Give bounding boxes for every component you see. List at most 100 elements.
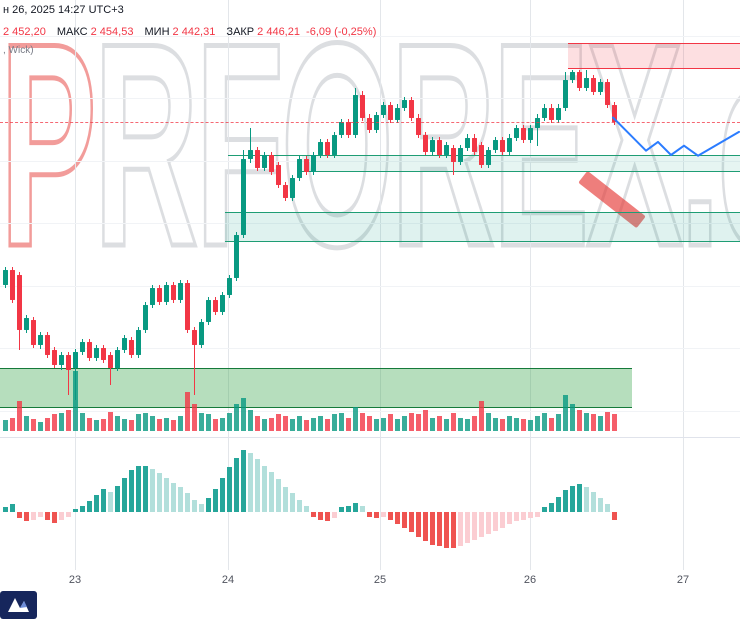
volume-bar: [234, 404, 239, 431]
volume-bar: [612, 414, 617, 431]
candle[interactable]: [346, 121, 351, 135]
candle[interactable]: [360, 95, 365, 118]
candle[interactable]: [297, 159, 302, 179]
candle[interactable]: [227, 278, 232, 296]
candle[interactable]: [388, 105, 393, 120]
candle[interactable]: [45, 335, 50, 356]
candle[interactable]: [311, 155, 316, 172]
candle[interactable]: [150, 288, 155, 306]
volume-bar: [598, 416, 603, 431]
volume-bar: [549, 417, 554, 431]
candle[interactable]: [465, 137, 470, 149]
candle[interactable]: [73, 352, 78, 369]
candle[interactable]: [570, 71, 575, 80]
volume-bar: [213, 419, 218, 431]
candlestick-chart[interactable]: [0, 0, 740, 570]
candle[interactable]: [332, 135, 337, 155]
candle[interactable]: [605, 81, 610, 105]
candle[interactable]: [192, 330, 197, 346]
macd-bar: [584, 487, 589, 512]
candle[interactable]: [458, 148, 463, 162]
candle[interactable]: [556, 107, 561, 120]
candle[interactable]: [3, 270, 8, 286]
candle[interactable]: [52, 350, 57, 366]
candle[interactable]: [402, 100, 407, 108]
candle[interactable]: [206, 300, 211, 322]
candle[interactable]: [584, 78, 589, 89]
candle[interactable]: [500, 140, 505, 152]
candle[interactable]: [514, 128, 519, 138]
time-axis-label: 23: [68, 574, 82, 586]
candle[interactable]: [521, 128, 526, 141]
macd-bar: [227, 467, 232, 512]
candle[interactable]: [59, 355, 64, 366]
candle[interactable]: [395, 107, 400, 120]
candle[interactable]: [80, 342, 85, 352]
candle[interactable]: [367, 117, 372, 130]
time-axis[interactable]: 23 24 25 26 27: [0, 570, 740, 589]
candle[interactable]: [234, 235, 239, 279]
candle[interactable]: [115, 350, 120, 369]
candle[interactable]: [325, 141, 330, 155]
candle[interactable]: [66, 355, 71, 371]
candle[interactable]: [255, 150, 260, 168]
candle[interactable]: [598, 81, 603, 92]
candle[interactable]: [87, 342, 92, 359]
candle[interactable]: [507, 137, 512, 152]
candle[interactable]: [171, 285, 176, 301]
candle[interactable]: [108, 355, 113, 369]
candle[interactable]: [101, 348, 106, 361]
candle[interactable]: [612, 105, 617, 122]
candle[interactable]: [38, 335, 43, 346]
candle[interactable]: [136, 330, 141, 356]
candle[interactable]: [486, 150, 491, 165]
candle[interactable]: [262, 155, 267, 168]
candle[interactable]: [577, 71, 582, 89]
candle[interactable]: [24, 317, 29, 331]
candle[interactable]: [423, 135, 428, 152]
candle[interactable]: [157, 288, 162, 302]
candle[interactable]: [10, 270, 15, 301]
candle[interactable]: [542, 107, 547, 118]
candle[interactable]: [248, 150, 253, 160]
candle[interactable]: [591, 78, 596, 92]
candle[interactable]: [472, 137, 477, 152]
candle[interactable]: [493, 140, 498, 150]
macd-histogram-pane[interactable]: [0, 437, 740, 570]
candle[interactable]: [143, 305, 148, 331]
candle[interactable]: [430, 140, 435, 152]
candle[interactable]: [17, 275, 22, 331]
candle[interactable]: [290, 178, 295, 199]
candle[interactable]: [199, 322, 204, 346]
candle[interactable]: [437, 140, 442, 155]
candle[interactable]: [416, 117, 421, 135]
candle[interactable]: [241, 159, 246, 235]
change-value: -6,09 (-0,25%): [306, 26, 377, 38]
broker-logo[interactable]: [0, 591, 37, 619]
candle[interactable]: [535, 117, 540, 129]
candle[interactable]: [178, 283, 183, 301]
candle[interactable]: [31, 320, 36, 346]
candle[interactable]: [304, 159, 309, 172]
candle[interactable]: [563, 80, 568, 108]
candle[interactable]: [528, 128, 533, 141]
candle[interactable]: [283, 185, 288, 199]
candle[interactable]: [444, 145, 449, 155]
candle[interactable]: [129, 340, 134, 356]
candle[interactable]: [269, 155, 274, 172]
candle[interactable]: [451, 148, 456, 162]
candle[interactable]: [479, 145, 484, 165]
candle[interactable]: [409, 100, 414, 118]
candle[interactable]: [122, 338, 127, 351]
candle[interactable]: [276, 165, 281, 185]
candle[interactable]: [164, 285, 169, 302]
candle[interactable]: [213, 300, 218, 312]
candle[interactable]: [353, 95, 358, 135]
candle[interactable]: [381, 105, 386, 115]
candle[interactable]: [318, 141, 323, 155]
candle[interactable]: [549, 107, 554, 120]
candle[interactable]: [220, 295, 225, 312]
candle[interactable]: [185, 283, 190, 331]
candle[interactable]: [94, 348, 99, 359]
candle[interactable]: [339, 121, 344, 135]
